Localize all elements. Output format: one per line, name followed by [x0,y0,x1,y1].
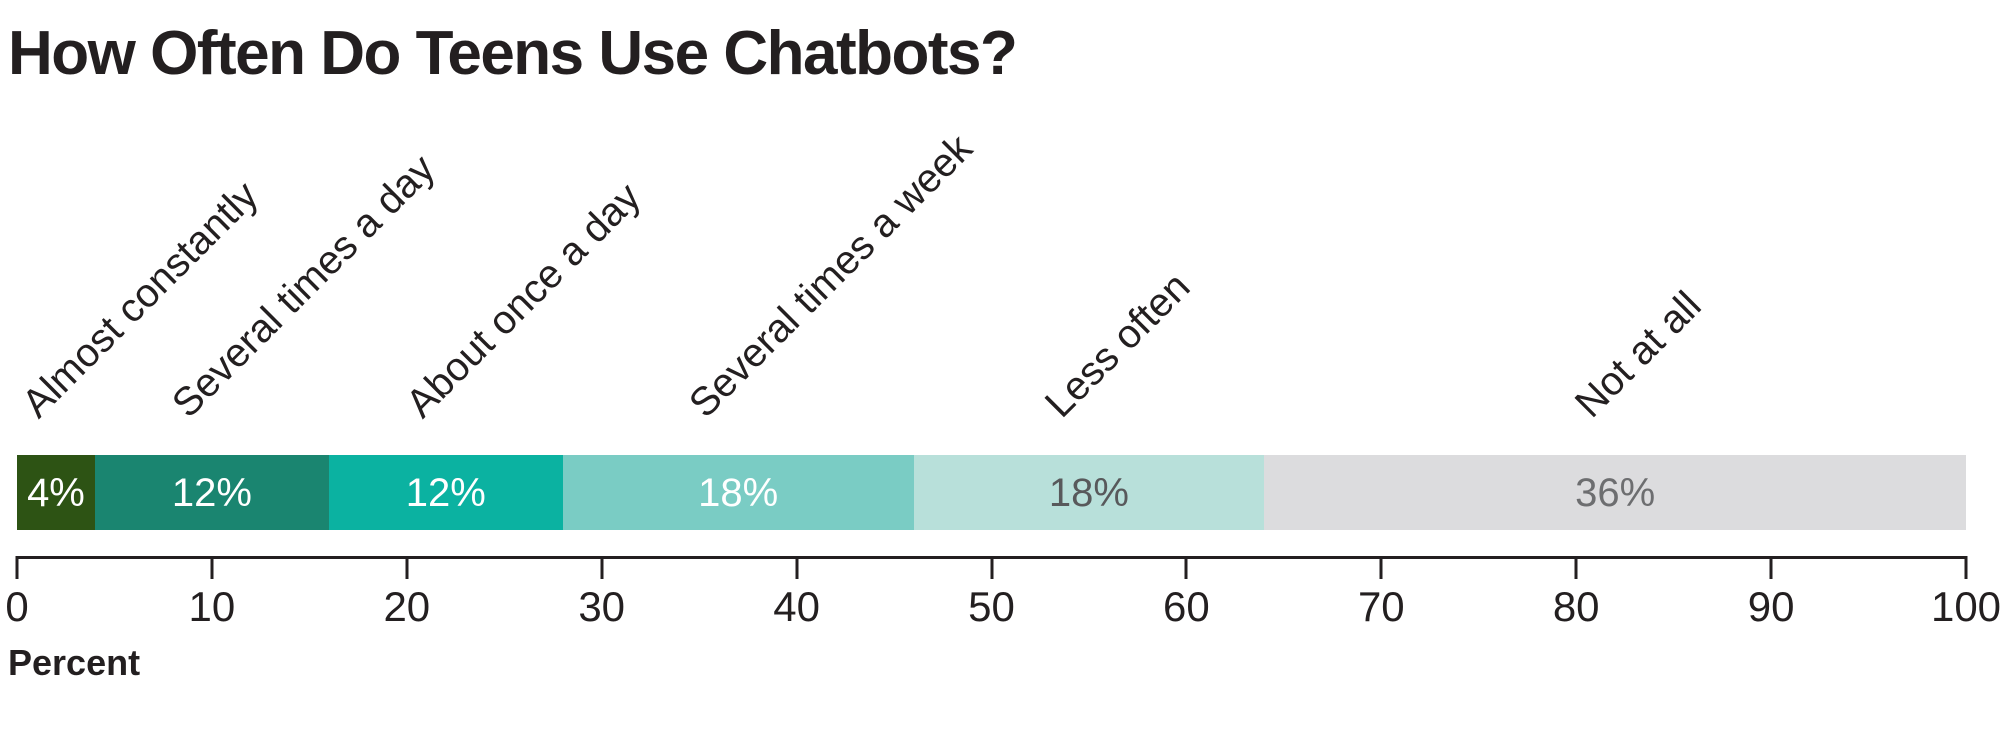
segment-value-label: 18% [1048,470,1129,515]
axis-tick-mark [1769,556,1773,579]
chart-title: How Often Do Teens Use Chatbots? [8,19,1018,88]
axis-tick-mark [990,556,993,579]
bar-segment: 18% [913,455,1265,530]
segment-value-label: 4% [27,470,85,515]
axis-tick-mark [210,556,214,579]
bar-segment: 12% [94,455,329,530]
axis-tick-label: 80 [1552,583,1600,630]
axis-tick-mark [1574,556,1578,579]
axis-tick-label: 40 [773,583,820,630]
axis-tick-mark [1964,556,1968,579]
axis-tick-label: 10 [188,583,236,630]
bar-segment: 18% [562,455,914,530]
segment-value-label: 36% [1575,470,1656,515]
axis-tick-mark [1184,556,1188,579]
category-label: Not at all [1566,283,1710,426]
category-label: Several times a week [680,126,981,427]
axis-tick-label: 70 [1357,583,1405,630]
category-label: Several times a day [163,146,444,426]
axis-tick-mark [600,556,604,579]
bar-segment: 4% [17,455,95,530]
axis-tick-label: 100 [1930,583,2000,630]
bar-segment: 12% [328,455,563,530]
axis-tick-mark [1379,556,1383,579]
axis-tick-mark [795,556,799,579]
axis-tick-label: 90 [1747,583,1795,630]
stacked-bar: 4% 12% 12% 18% 18% 36% [17,455,1966,530]
x-axis: 0 10 20 30 40 50 60 70 80 90 100 [5,556,2000,630]
x-axis-title: Percent [8,642,141,683]
axis-tick-label: 0 [5,583,29,630]
axis-tick-label: 30 [578,583,626,630]
segment-value-label: 18% [698,470,779,515]
axis-tick-mark [405,556,409,579]
category-labels: Almost constantly Several times a day Abou… [14,126,1710,427]
category-label: About once a day [397,174,650,426]
bar-segment: 36% [1264,455,1966,530]
category-label: Less often [1036,264,1199,426]
axis-tick-label: 50 [968,583,1015,630]
axis-tick-label: 60 [1163,583,1210,630]
segment-value-label: 12% [171,470,252,515]
axis-tick-label: 20 [383,583,431,630]
segment-value-label: 12% [405,470,486,515]
axis-tick-mark [15,556,19,579]
